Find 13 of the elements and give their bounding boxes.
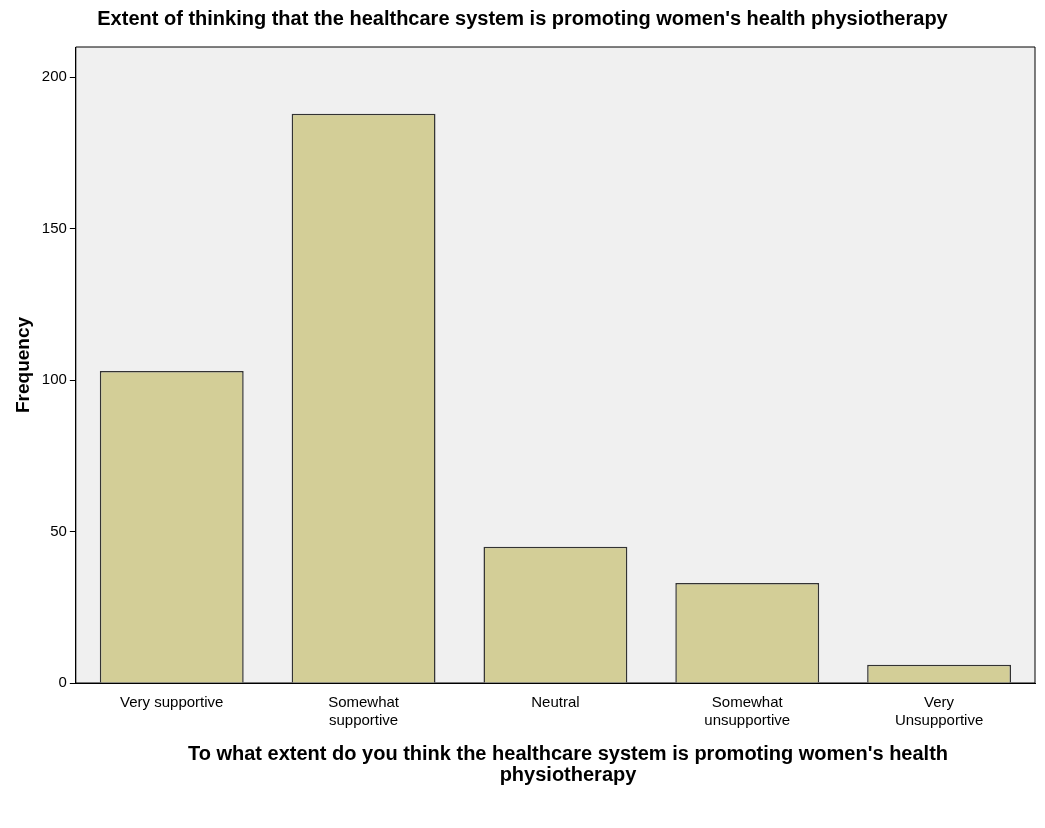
y-tick-label: 100 — [41, 370, 67, 388]
y-tick-label: 150 — [41, 218, 67, 236]
y-tick-label: 200 — [41, 67, 67, 85]
y-axis-title: Frequency — [11, 316, 33, 414]
y-tick-label: 50 — [50, 521, 67, 539]
x-tick-label: Somewhat supportive — [328, 693, 400, 729]
x-tick-label: Very Unsupportive — [894, 693, 984, 729]
x-axis-title: To what extent do you think the healthcare system is promoting women's health physiotherapy — [186, 742, 950, 785]
x-tick-label: Neutral — [531, 693, 580, 711]
y-tick-label: 0 — [58, 673, 67, 691]
x-tick-label: Very supportive — [120, 693, 224, 711]
x-tick-label: Somewhat unsupportive — [704, 693, 791, 729]
chart-title: Extent of thinking that the healthcare system is promoting women's health physiotherapy — [96, 7, 949, 29]
